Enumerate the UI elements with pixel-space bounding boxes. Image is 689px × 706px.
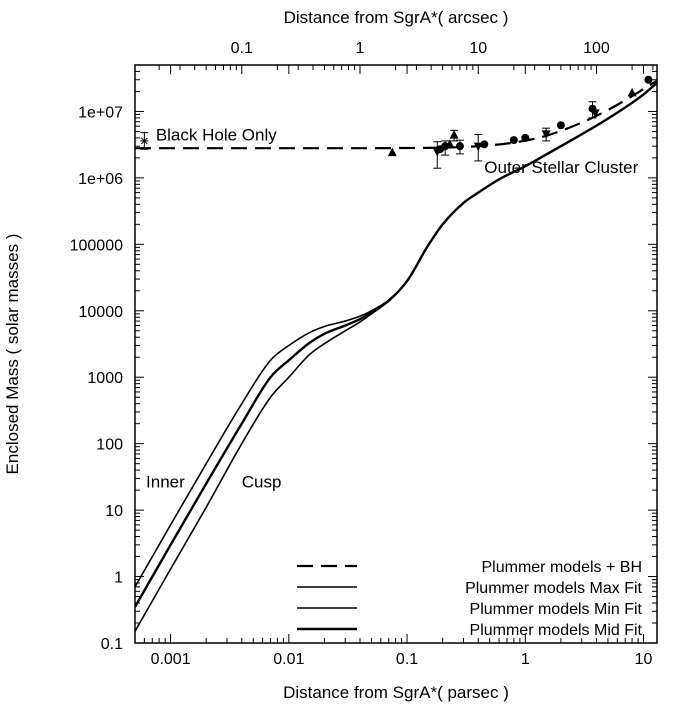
obs-point-triangle — [627, 87, 637, 97]
x-tick-label: 1 — [521, 651, 530, 668]
obs-point-triangle-down — [541, 130, 551, 139]
y-tick-label: 100 — [96, 437, 123, 454]
obs-point-circle — [509, 136, 518, 145]
annotation-black-hole-only: Black Hole Only — [156, 125, 277, 144]
obs-point-star — [140, 137, 149, 145]
legend: Plummer models + BH Plummer models Max Fi… — [297, 559, 643, 639]
y-tick-label: 10 — [105, 503, 123, 520]
obs-point-circle — [521, 133, 530, 142]
x-tick-label: 0.01 — [273, 651, 304, 668]
obs-point-triangle-down — [590, 109, 600, 118]
y-tick-label: 0.1 — [101, 636, 123, 653]
obs-point-triangle — [449, 130, 459, 139]
y-tick-label: 1e+07 — [78, 104, 123, 121]
obs-point-circle — [455, 142, 464, 151]
x2-tick-label: 0.1 — [231, 40, 253, 57]
x-tick-label: 10 — [635, 651, 653, 668]
x2-tick-label: 1 — [356, 40, 365, 57]
x-tick-label: 0.001 — [151, 651, 191, 668]
y-tick-label: 1e+06 — [78, 171, 123, 188]
x-tick-label: 0.1 — [396, 651, 418, 668]
x2-tick-label: 100 — [583, 40, 610, 57]
obs-point-circle — [480, 140, 489, 149]
plot-frame — [134, 64, 658, 644]
obs-point-circle — [644, 75, 653, 84]
y-axis-label: Enclosed Mass ( solar masses ) — [3, 234, 22, 475]
annotation-cusp: Cusp — [242, 472, 282, 491]
observations-layer — [140, 75, 653, 169]
series-line-3 — [135, 81, 657, 608]
y-tick-label: 10000 — [79, 304, 124, 321]
legend-label-2: Plummer models Min Fit — [470, 601, 643, 618]
x-axis-label: Distance from SgrA*( parsec ) — [283, 683, 509, 702]
obs-point-circle — [556, 121, 565, 130]
y-tick-label: 1 — [114, 570, 123, 587]
axis-ticks: 0.001 0.01 0.1 1 10 0.1 1 10 100 0.1 1 10 100 1000 100… — [70, 40, 657, 668]
obs-point-triangle — [387, 147, 397, 157]
x2-tick-label: 10 — [469, 40, 487, 57]
legend-label-1: Plummer models Max Fit — [465, 580, 642, 597]
annotations: Black Hole Only Outer Stellar Cluster Inne… — [146, 125, 639, 491]
annotation-outer-stellar-cluster: Outer Stellar Cluster — [484, 158, 638, 177]
y-tick-label: 100000 — [70, 237, 123, 254]
top-axis-label: Distance from SgrA*( arcsec ) — [284, 8, 509, 27]
obs-point-triangle — [445, 139, 455, 148]
annotation-inner: Inner — [146, 472, 185, 491]
legend-label-0: Plummer models + BH — [482, 559, 643, 576]
y-tick-label: 1000 — [87, 370, 123, 387]
legend-label-3: Plummer models Mid Fit — [470, 622, 643, 639]
obs-point-circle — [441, 142, 450, 151]
